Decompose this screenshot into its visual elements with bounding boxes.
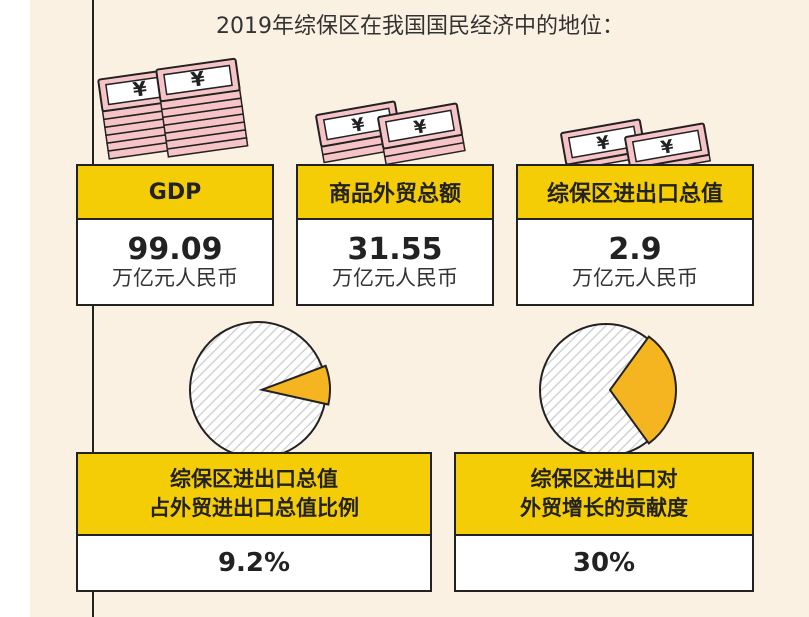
zone-trade-value: 2.9 <box>608 231 662 267</box>
foreign-trade-value-box: 31.55 万亿元人民币 <box>298 220 492 304</box>
zone-trade-unit: 万亿元人民币 <box>572 265 698 290</box>
contribution-label-line2: 外贸增长的贡献度 <box>520 496 688 520</box>
share-value: 9.2% <box>217 548 291 578</box>
yen-symbol: ¥ <box>350 114 366 137</box>
yen-symbol: ¥ <box>412 116 428 139</box>
gdp-value: 99.09 <box>127 231 223 267</box>
share-card: 综保区进出口总值 占外贸进出口总值比例 9.2% <box>76 452 432 592</box>
page-title: 2019年综保区在我国国民经济中的地位： <box>216 14 624 39</box>
gdp-unit: 万亿元人民币 <box>112 265 238 290</box>
share-label-line2: 占外贸进出口总值比例 <box>149 496 359 520</box>
share-pie-slice <box>258 364 331 406</box>
gdp-label: GDP <box>78 166 272 220</box>
contribution-card: 综保区进出口对 外贸增长的贡献度 30% <box>454 452 754 592</box>
yen-symbol: ¥ <box>189 66 206 92</box>
contribution-pie-chart <box>539 323 677 457</box>
share-pie-chart <box>189 321 331 459</box>
divider-line <box>92 0 94 617</box>
zone-trade-label: 综保区进出口总值 <box>518 166 752 220</box>
foreign-trade-unit: 万亿元人民币 <box>332 265 458 290</box>
yen-symbol: ¥ <box>131 76 148 102</box>
zone-trade-value-box: 2.9 万亿元人民币 <box>518 220 752 304</box>
yen-symbol: ¥ <box>659 136 675 159</box>
share-label: 综保区进出口总值 占外贸进出口总值比例 <box>78 454 430 536</box>
yen-symbol: ¥ <box>595 132 611 155</box>
contribution-value: 30% <box>572 548 636 578</box>
contribution-pie-slice <box>608 335 677 445</box>
zone-trade-card: 综保区进出口总值 2.9 万亿元人民币 <box>516 164 754 306</box>
gdp-card: GDP 99.09 万亿元人民币 <box>76 164 274 306</box>
share-value-box: 9.2% <box>78 536 430 590</box>
gdp-value-box: 99.09 万亿元人民币 <box>78 220 272 304</box>
foreign-trade-value: 31.55 <box>347 231 443 267</box>
contribution-label: 综保区进出口对 外贸增长的贡献度 <box>456 454 752 536</box>
left-margin <box>0 0 30 617</box>
contribution-value-box: 30% <box>456 536 752 590</box>
foreign-trade-label: 商品外贸总额 <box>298 166 492 220</box>
foreign-trade-card: 商品外贸总额 31.55 万亿元人民币 <box>296 164 494 306</box>
contribution-label-line1: 综保区进出口对 <box>530 466 678 491</box>
large-cash-stack-icon: ¥ ¥ <box>97 57 249 160</box>
share-label-line1: 综保区进出口总值 <box>170 466 338 491</box>
medium-cash-stack-icon: ¥ ¥ <box>314 100 466 166</box>
